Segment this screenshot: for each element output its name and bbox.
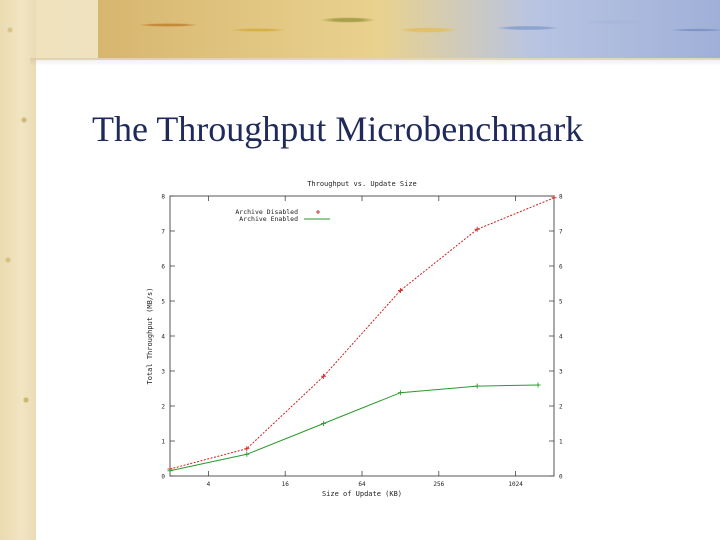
legend-swatch — [316, 210, 320, 214]
y-tick-label-right: 5 — [559, 299, 563, 306]
y-tick-label-right: 1 — [559, 439, 563, 446]
axes-layer: 0 0 1 1 2 2 3 3 4 4 5 5 6 6 7 7 8 8 4 16 64 256 1024 — [161, 194, 563, 489]
y-tick-label-left: 1 — [161, 439, 165, 446]
y-tick-label-right: 4 — [559, 334, 563, 341]
legend-label: Archive Disabled — [235, 208, 298, 216]
data-point — [321, 373, 327, 379]
y-tick-label-left: 3 — [161, 369, 165, 376]
data-point — [244, 451, 250, 457]
x-tick-label: 64 — [358, 481, 366, 488]
y-tick-label-right: 0 — [559, 474, 563, 481]
data-point — [535, 382, 541, 388]
y-axis-label: Total Throughput (MB/s) — [146, 288, 154, 385]
y-tick-label-left: 0 — [161, 474, 165, 481]
series-line — [169, 197, 555, 470]
data-point — [474, 226, 480, 232]
slide-title: The Throughput Microbenchmark — [92, 109, 584, 149]
data-point — [397, 390, 403, 396]
data-point — [474, 383, 480, 389]
data-point — [397, 288, 403, 293]
x-tick-label: 256 — [433, 481, 444, 488]
y-tick-label-left: 4 — [161, 334, 165, 341]
banner-shadow — [30, 58, 720, 66]
x-tick-label: 4 — [207, 481, 211, 488]
y-tick-label-right: 6 — [559, 264, 563, 271]
plot-frame — [169, 195, 555, 477]
y-tick-label-right: 8 — [559, 194, 563, 201]
y-tick-label-right: 2 — [559, 404, 563, 411]
y-tick-label-left: 7 — [161, 229, 165, 236]
data-point — [551, 195, 557, 201]
y-tick-label-left: 5 — [161, 299, 165, 306]
x-tick-label: 16 — [282, 481, 290, 488]
x-tick-label: 1024 — [508, 481, 523, 488]
y-tick-label-right: 3 — [559, 369, 563, 376]
legend-label: Archive Enabled — [239, 215, 298, 223]
data-point — [167, 468, 173, 474]
paper-texture-strip — [0, 0, 36, 540]
data-point — [244, 446, 250, 452]
y-tick-label-left: 6 — [161, 264, 165, 271]
y-tick-label-left: 8 — [161, 194, 165, 201]
series-line — [169, 384, 539, 472]
data-point — [321, 421, 327, 426]
throughput-chart: Throughput vs. Update Size Size of Updat… — [140, 172, 580, 502]
y-tick-label-right: 7 — [559, 229, 563, 236]
series-2 — [167, 382, 541, 474]
y-tick-label-left: 2 — [161, 404, 165, 411]
chart-title: Throughput vs. Update Size — [307, 180, 417, 188]
floral-banner — [98, 0, 720, 58]
series-layer — [167, 195, 557, 474]
chart-svg: Throughput vs. Update Size Size of Updat… — [146, 180, 563, 498]
x-axis-label: Size of Update (KB) — [322, 490, 402, 498]
